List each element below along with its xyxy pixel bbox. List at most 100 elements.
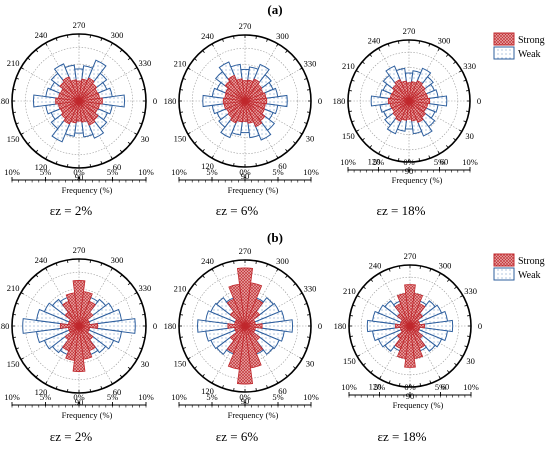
circle-tick [362, 137, 365, 141]
angle-label: 30 [141, 134, 150, 144]
angle-label: 210 [343, 286, 356, 296]
circle-tick [438, 376, 441, 380]
strong-bar [408, 97, 431, 105]
circle-tick [20, 132, 24, 135]
frequency-tick-label: 0% [403, 157, 414, 167]
strong-bar [392, 100, 410, 118]
rose-chart-4: 270300330030609012015018021024010%5%0%5%… [0, 245, 157, 444]
circle-tick [211, 380, 214, 384]
angle-label: 30 [141, 359, 150, 369]
grid-spoke [78, 325, 113, 385]
grid-spoke [45, 267, 80, 327]
strong-bar [244, 310, 261, 327]
circle-tick [202, 50, 205, 53]
circle-tick [356, 354, 360, 357]
strong-bar [78, 92, 101, 102]
circle-tick [446, 370, 450, 373]
circle-tick [139, 122, 143, 125]
frequency-axis-label: Frequency (%) [228, 185, 279, 195]
angle-label: 0 [318, 96, 322, 106]
circle-tick [356, 295, 360, 298]
circle-tick [453, 137, 456, 141]
angle-label: 30 [466, 356, 475, 366]
circle-tick [233, 35, 235, 40]
circle-tick [20, 357, 24, 360]
circle-tick [127, 57, 131, 61]
strain-caption: εz = 2% [50, 203, 93, 218]
angle-label: 330 [463, 61, 476, 71]
circle-tick [306, 314, 311, 316]
angle-label: 180 [0, 321, 9, 331]
strain-caption: εz = 18% [378, 429, 427, 444]
frequency-tick-label: 10% [171, 392, 187, 402]
frequency-axis-label: Frequency (%) [392, 175, 443, 185]
circle-tick [179, 336, 184, 338]
circle-tick [437, 47, 440, 51]
grid-spoke [78, 267, 113, 327]
circle-tick [45, 42, 48, 46]
strong-bar [64, 325, 80, 341]
circle-tick [304, 122, 308, 124]
circle-tick [35, 374, 39, 378]
circle-tick [363, 362, 366, 366]
grid-spoke [211, 268, 246, 327]
frequency-tick-label: 10% [138, 167, 154, 177]
circle-tick [15, 122, 19, 125]
circle-tick [419, 383, 421, 387]
frequency-tick-label: 5% [373, 157, 384, 167]
circle-tick [387, 155, 390, 159]
circle-tick [285, 50, 288, 53]
circle-tick [459, 70, 463, 73]
circle-tick [255, 35, 257, 40]
strong-bar [244, 298, 264, 327]
weak-bar [366, 319, 411, 333]
angle-label: 240 [369, 260, 382, 270]
panel-label-a: (a) [267, 2, 282, 17]
frequency-tick-label: 0% [404, 382, 415, 392]
strong-bar [78, 82, 98, 102]
circle-tick [398, 158, 400, 162]
strong-bar [78, 321, 91, 327]
circle-tick [35, 149, 39, 153]
legend-a-weak-swatch [493, 46, 515, 60]
circle-tick [352, 304, 356, 307]
frequency-tick-label: 5% [435, 382, 446, 392]
circle-tick [285, 374, 288, 377]
circle-tick [299, 292, 303, 295]
circle-tick [55, 386, 58, 390]
circle-tick [15, 77, 19, 80]
frequency-tick-label: 5% [374, 382, 385, 392]
circle-tick [20, 292, 24, 295]
strong-bar [394, 323, 411, 329]
legend-b-strong-label: Strong [518, 256, 545, 267]
angle-label: 60 [278, 386, 287, 396]
strong-bar [222, 97, 246, 105]
strong-bar [60, 100, 80, 120]
angle-label: 210 [342, 61, 355, 71]
circle-tick [266, 160, 268, 164]
strong-bar [408, 80, 423, 102]
circle-tick [12, 336, 17, 339]
circle-tick [194, 141, 197, 144]
circle-tick [141, 88, 146, 91]
circle-tick [445, 145, 449, 148]
circle-tick [306, 336, 311, 338]
circle-tick [388, 380, 391, 384]
circle-tick [12, 111, 17, 114]
grid-spoke [78, 100, 138, 135]
circle-tick [460, 295, 464, 298]
circle-tick [222, 263, 224, 267]
circle-tick [370, 370, 374, 373]
circle-tick [55, 161, 58, 165]
legend-b: Strong Weak [493, 253, 545, 281]
grid-spoke [20, 100, 80, 135]
angle-label: 30 [306, 134, 315, 144]
circle-tick [445, 54, 449, 57]
strong-bar [244, 92, 267, 102]
strong-bar [387, 97, 410, 105]
circle-tick [419, 265, 421, 269]
circle-tick [119, 149, 123, 153]
circle-tick [211, 43, 214, 47]
